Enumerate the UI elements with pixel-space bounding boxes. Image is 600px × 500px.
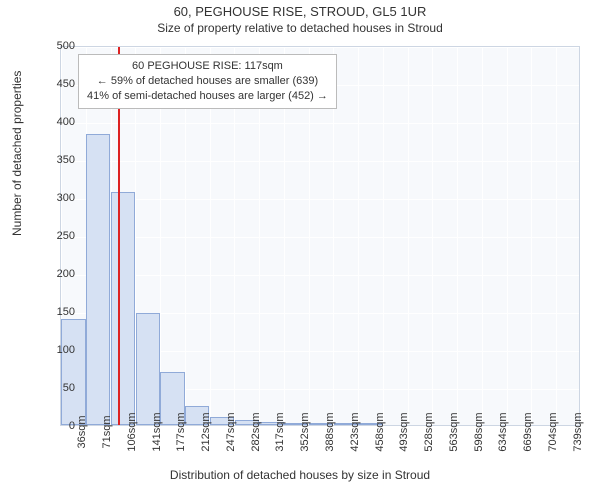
gridline-h [61,123,579,124]
y-tick-label: 300 [45,192,75,204]
x-tick-label: 317sqm [274,412,286,451]
y-tick-label: 100 [45,344,75,356]
x-tick-label: 669sqm [522,412,534,451]
x-tick-label: 71sqm [101,415,113,448]
x-tick-label: 704sqm [547,412,559,451]
y-tick-label: 200 [45,268,75,280]
gridline-v [556,47,557,425]
page-subtitle: Size of property relative to detached ho… [0,19,600,35]
gridline-h [61,199,579,200]
x-tick-label: 352sqm [299,412,311,451]
chart-area: 60 PEGHOUSE RISE: 117sqm ← 59% of detach… [60,46,580,426]
x-tick-label: 177sqm [175,412,187,451]
gridline-v [507,47,508,425]
gridline-h [61,275,579,276]
histogram-bar [111,192,135,425]
x-tick-label: 458sqm [374,412,386,451]
y-tick-label: 450 [45,78,75,90]
histogram-bar [86,134,110,425]
gridline-v [432,47,433,425]
y-tick-label: 0 [45,420,75,432]
x-tick-label: 739sqm [572,412,584,451]
callout-box: 60 PEGHOUSE RISE: 117sqm ← 59% of detach… [78,54,337,109]
x-tick-label: 36sqm [76,415,88,448]
gridline-v [383,47,384,425]
y-tick-label: 500 [45,40,75,52]
callout-line-2: ← 59% of detached houses are smaller (63… [87,74,328,89]
gridline-h [61,161,579,162]
y-tick-label: 150 [45,306,75,318]
x-tick-label: 634sqm [497,412,509,451]
y-tick-label: 350 [45,154,75,166]
page-title: 60, PEGHOUSE RISE, STROUD, GL5 1UR [0,0,600,19]
x-tick-label: 106sqm [126,412,138,451]
x-axis-label: Distribution of detached houses by size … [0,468,600,482]
x-tick-label: 282sqm [250,412,262,451]
x-tick-label: 388sqm [324,412,336,451]
y-tick-label: 400 [45,116,75,128]
gridline-h [61,237,579,238]
gridline-v [482,47,483,425]
x-tick-label: 563sqm [448,412,460,451]
gridline-v [358,47,359,425]
y-tick-label: 250 [45,230,75,242]
gridline-v [531,47,532,425]
gridline-v [408,47,409,425]
x-tick-label: 247sqm [225,412,237,451]
callout-line-3: 41% of semi-detached houses are larger (… [87,89,328,104]
histogram-bar [136,313,160,425]
x-tick-label: 528sqm [423,412,435,451]
y-tick-label: 50 [45,382,75,394]
x-tick-label: 212sqm [200,412,212,451]
histogram-bar [61,319,85,425]
gridline-v [457,47,458,425]
x-tick-label: 598sqm [473,412,485,451]
gridline-h [61,47,579,48]
x-tick-label: 423sqm [349,412,361,451]
x-tick-label: 141sqm [151,412,163,451]
x-tick-label: 493sqm [398,412,410,451]
y-axis-label: Number of detached properties [10,71,24,236]
callout-line-1: 60 PEGHOUSE RISE: 117sqm [87,59,328,74]
